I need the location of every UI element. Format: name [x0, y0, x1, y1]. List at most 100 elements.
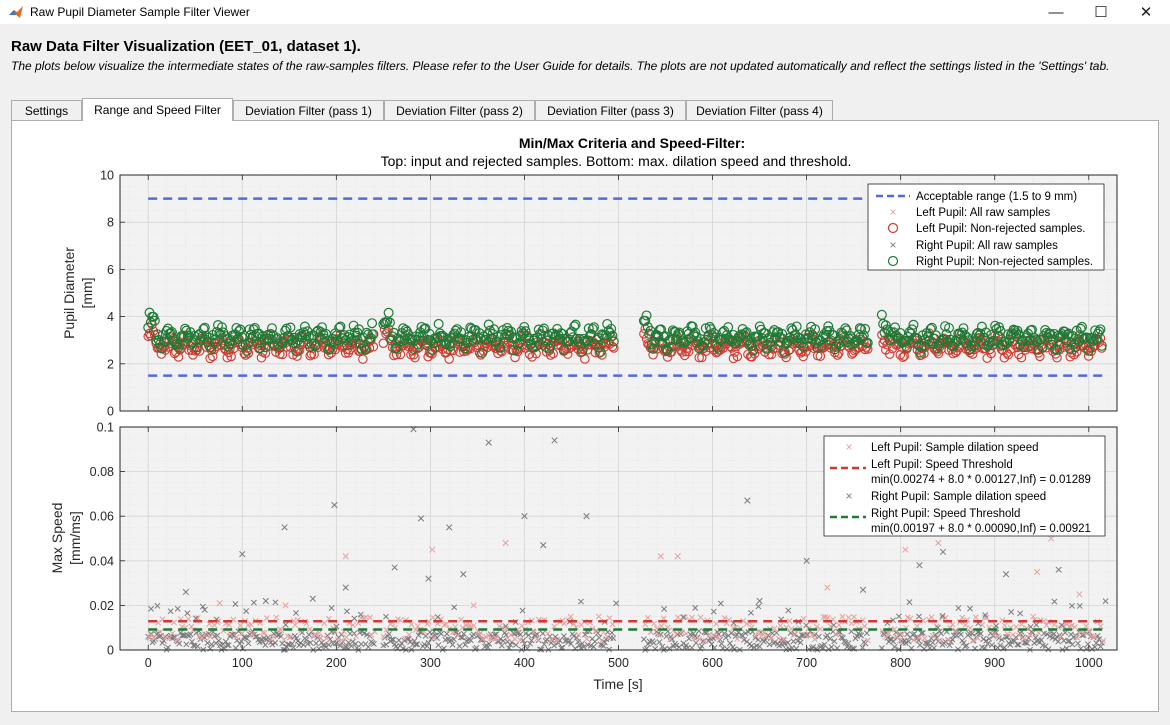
- right-diameter-point: [475, 333, 486, 344]
- right-diameter-point: [444, 339, 455, 350]
- right-speed-point: [784, 639, 791, 646]
- right-speed-point: [939, 612, 946, 619]
- left-diameter-point: [919, 348, 929, 359]
- right-speed-outlier: [756, 597, 763, 605]
- left-speed-point: [936, 637, 943, 644]
- right-speed-outlier: [425, 575, 432, 582]
- left-speed-point: [311, 631, 318, 638]
- right-speed-point: [703, 629, 709, 636]
- right-speed-point: [863, 630, 870, 637]
- right-speed-point: [215, 637, 222, 644]
- left-speed-point: [237, 622, 244, 629]
- right-diameter-point: [926, 322, 937, 333]
- right-speed-point: [245, 640, 252, 647]
- right-speed-point: [1096, 636, 1103, 643]
- right-diameter-point: [462, 338, 473, 349]
- right-speed-point: [984, 640, 991, 647]
- right-diameter-point: [1050, 343, 1061, 354]
- right-speed-point: [204, 640, 211, 646]
- right-speed-point: [412, 641, 419, 648]
- right-diameter-point: [495, 342, 506, 353]
- right-speed-outlier: [744, 497, 751, 504]
- right-diameter-point: [255, 343, 266, 354]
- right-diameter-point: [334, 322, 345, 333]
- right-diameter-point: [911, 332, 922, 343]
- close-button[interactable]: ✕: [1139, 4, 1153, 21]
- tab-deviation-filter-pass-1[interactable]: Deviation Filter (pass 1): [233, 100, 384, 120]
- right-speed-point: [773, 629, 780, 636]
- right-speed-point: [657, 631, 664, 638]
- right-diameter-point: [641, 310, 652, 321]
- tab-deviation-filter-pass-2[interactable]: Deviation Filter (pass 2): [384, 100, 535, 120]
- right-speed-point: [383, 613, 389, 620]
- left-diameter-point: [1016, 352, 1027, 363]
- left-speed-point: [1086, 628, 1092, 634]
- right-diameter-point: [198, 323, 209, 334]
- right-speed-point: [154, 602, 161, 609]
- right-speed-point: [232, 601, 239, 607]
- right-speed-point: [669, 636, 676, 643]
- left-speed-point: [316, 629, 323, 636]
- left-speed-point: [397, 617, 404, 624]
- left-speed-point: [713, 620, 720, 627]
- right-speed-point: [755, 603, 762, 610]
- left-speed-point: [479, 635, 486, 642]
- right-speed-point: [224, 642, 231, 648]
- left-speed-point: [642, 621, 649, 628]
- minimize-button[interactable]: —: [1048, 3, 1064, 21]
- right-diameter-point: [197, 331, 208, 342]
- right-speed-point: [424, 643, 431, 650]
- left-diameter-point: [747, 352, 757, 362]
- left-speed-point: [710, 632, 717, 639]
- tab-deviation-filter-pass-3[interactable]: Deviation Filter (pass 3): [535, 100, 686, 120]
- left-speed-point: [1057, 633, 1064, 640]
- left-speed-point: [817, 626, 824, 633]
- tab-deviation-filter-pass-4[interactable]: Deviation Filter (pass 4): [686, 100, 833, 120]
- left-speed-point: [249, 631, 256, 638]
- left-speed-point: [771, 625, 778, 632]
- left-speed-point: [740, 617, 747, 624]
- left-speed-point: [286, 634, 293, 641]
- right-speed-point: [845, 640, 852, 647]
- right-diameter-point: [216, 322, 227, 333]
- right-speed-point: [438, 630, 445, 637]
- speed-x-tick-label: 0: [145, 656, 152, 670]
- right-diameter-point: [901, 342, 912, 353]
- right-speed-point: [756, 643, 763, 650]
- left-diameter-point: [898, 352, 908, 362]
- right-speed-point: [575, 638, 582, 645]
- right-speed-point: [541, 641, 548, 648]
- right-speed-point: [337, 642, 344, 649]
- right-speed-outlier: [485, 439, 492, 446]
- right-speed-point: [1001, 644, 1008, 651]
- right-speed-outlier: [309, 595, 316, 602]
- left-speed-point: [836, 622, 842, 629]
- right-diameter-point: [1004, 334, 1015, 345]
- tab-settings[interactable]: Settings: [11, 100, 82, 120]
- right-diameter-point: [918, 341, 929, 352]
- left-speed-point: [1001, 622, 1008, 629]
- speed-x-tick-label: 500: [608, 656, 629, 670]
- right-speed-point: [640, 636, 647, 643]
- right-speed-point: [225, 642, 232, 649]
- right-speed-point: [1083, 646, 1090, 652]
- right-speed-point: [1058, 622, 1065, 629]
- right-speed-point: [188, 638, 195, 645]
- left-speed-point: [188, 623, 195, 630]
- left-speed-point: [171, 619, 178, 626]
- legend-right-valid-marker: [887, 255, 899, 267]
- right-diameter-point: [604, 327, 615, 338]
- left-speed-point: [673, 631, 680, 638]
- right-speed-point: [597, 641, 604, 648]
- right-speed-point: [552, 633, 559, 640]
- tab-range-and-speed-filter[interactable]: Range and Speed Filter: [82, 98, 233, 121]
- right-diameter-point: [707, 330, 718, 341]
- legend-right-threshold-label: Right Pupil: Speed Threshold: [871, 508, 1020, 520]
- maximize-button[interactable]: ☐: [1094, 4, 1108, 21]
- legend-right-speed-marker: ×: [845, 489, 852, 503]
- right-speed-point: [208, 641, 215, 648]
- right-diameter-point: [240, 339, 251, 350]
- right-speed-point: [692, 604, 699, 611]
- right-speed-point: [1055, 638, 1062, 645]
- left-speed-outlier: [902, 546, 909, 553]
